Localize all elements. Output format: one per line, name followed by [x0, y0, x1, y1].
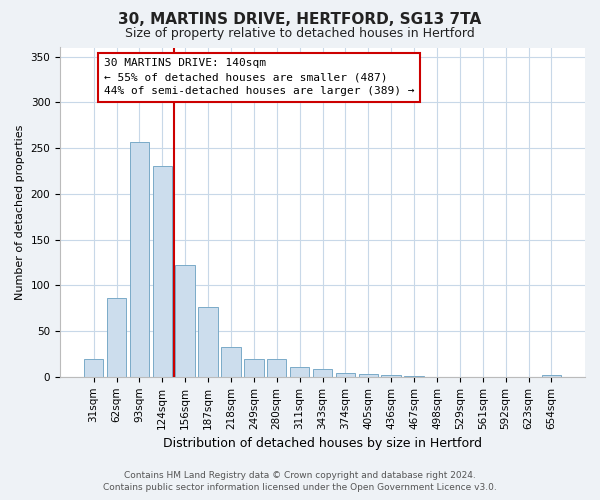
Text: Size of property relative to detached houses in Hertford: Size of property relative to detached ho…	[125, 28, 475, 40]
Bar	[382, 375, 401, 377]
Bar	[290, 367, 310, 377]
Bar	[244, 358, 263, 377]
Bar	[199, 308, 218, 377]
Text: 30, MARTINS DRIVE, HERTFORD, SG13 7TA: 30, MARTINS DRIVE, HERTFORD, SG13 7TA	[118, 12, 482, 28]
Bar	[152, 166, 172, 377]
X-axis label: Distribution of detached houses by size in Hertford: Distribution of detached houses by size …	[163, 437, 482, 450]
Bar	[267, 358, 286, 377]
Bar	[221, 346, 241, 377]
Bar	[542, 375, 561, 377]
Bar	[175, 265, 195, 377]
Bar	[404, 376, 424, 377]
Text: 30 MARTINS DRIVE: 140sqm
← 55% of detached houses are smaller (487)
44% of semi-: 30 MARTINS DRIVE: 140sqm ← 55% of detach…	[104, 58, 415, 96]
Y-axis label: Number of detached properties: Number of detached properties	[15, 124, 25, 300]
Bar	[335, 373, 355, 377]
Bar	[313, 368, 332, 377]
Bar	[359, 374, 378, 377]
Text: Contains HM Land Registry data © Crown copyright and database right 2024.
Contai: Contains HM Land Registry data © Crown c…	[103, 471, 497, 492]
Bar	[130, 142, 149, 377]
Bar	[107, 298, 126, 377]
Bar	[84, 360, 103, 377]
